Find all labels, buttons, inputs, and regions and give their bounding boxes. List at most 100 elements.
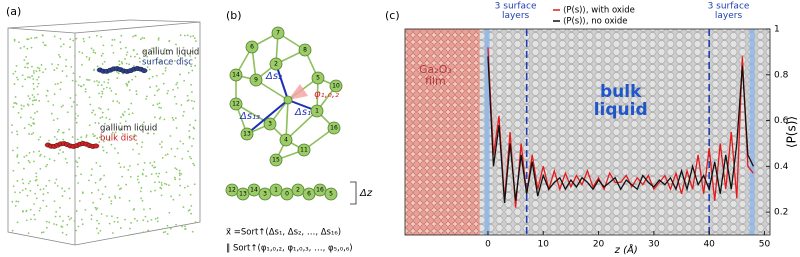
atom — [180, 57, 183, 60]
atom — [173, 176, 176, 179]
atom — [77, 182, 80, 184]
node-label: 7 — [276, 30, 280, 37]
node-label: 3 — [263, 191, 267, 198]
atom — [25, 56, 28, 58]
atom — [135, 90, 138, 93]
atom — [132, 135, 135, 138]
atom — [108, 118, 111, 121]
atom — [17, 111, 20, 114]
x-tick-label: 10 — [538, 240, 550, 250]
atom — [193, 37, 196, 40]
atom — [192, 107, 195, 110]
atom — [44, 68, 47, 71]
wall-band — [749, 29, 755, 235]
node-label: 0 — [285, 191, 289, 198]
atom — [60, 45, 62, 48]
atom — [20, 104, 23, 107]
atom — [47, 100, 50, 103]
atom — [75, 210, 78, 212]
atom — [128, 80, 130, 83]
atom — [181, 157, 184, 160]
atom — [179, 34, 182, 37]
atom — [65, 65, 67, 68]
atom — [68, 128, 71, 131]
atom — [69, 38, 72, 41]
atom — [154, 217, 157, 220]
atom — [16, 130, 18, 133]
panel-c: 0 10 20 30 40 50 0.2 0.4 0.6 0.8 1 z (Å) ⟨P(s)⟩ (c) ⟨P… — [385, 2, 799, 257]
atom — [141, 141, 144, 144]
atom — [107, 81, 110, 84]
atom — [153, 94, 156, 97]
atom — [188, 208, 191, 211]
atom — [120, 34, 123, 37]
atom — [48, 221, 51, 224]
atom — [94, 206, 97, 209]
atom — [184, 228, 186, 230]
atom — [34, 179, 37, 182]
atom — [166, 92, 169, 95]
atom — [180, 173, 183, 175]
atom — [174, 59, 176, 62]
atom — [55, 178, 58, 181]
atom — [32, 150, 35, 153]
atom — [90, 47, 93, 50]
atom — [92, 49, 95, 51]
atom — [54, 215, 57, 218]
atom — [59, 88, 62, 91]
atom — [111, 232, 114, 234]
atom — [45, 205, 48, 208]
atom — [118, 162, 121, 165]
atom — [158, 172, 161, 175]
atom — [158, 102, 161, 105]
atom — [92, 69, 95, 72]
atom — [98, 81, 100, 84]
atom — [169, 227, 172, 230]
atom — [146, 95, 148, 98]
atom — [160, 60, 162, 63]
atom — [67, 215, 70, 218]
atom — [113, 137, 116, 139]
atom — [157, 175, 160, 178]
atom — [189, 35, 192, 38]
atom — [178, 178, 181, 181]
atom — [36, 78, 39, 81]
atom — [87, 79, 90, 81]
atom — [80, 136, 83, 139]
atom — [125, 53, 128, 56]
atom — [117, 72, 120, 75]
atom — [189, 55, 191, 57]
atom — [148, 77, 151, 80]
node — [263, 117, 277, 131]
atom — [66, 111, 69, 114]
atom — [163, 47, 166, 50]
y-tick-label: 0.2 — [774, 208, 788, 218]
atom — [155, 74, 158, 77]
atom — [28, 152, 31, 154]
atom — [62, 151, 65, 153]
bond — [285, 99, 289, 141]
atom — [103, 174, 105, 177]
atom — [119, 166, 122, 169]
atom — [113, 220, 116, 223]
atom — [25, 219, 28, 222]
atom — [16, 78, 19, 81]
node-label: 1 — [315, 108, 319, 115]
atom — [80, 218, 83, 221]
atom — [52, 119, 55, 122]
atom — [88, 179, 90, 182]
atom — [157, 37, 160, 40]
atom — [78, 157, 81, 159]
atom — [150, 173, 153, 176]
atom — [189, 124, 191, 126]
atom — [151, 47, 153, 50]
atom — [57, 63, 60, 66]
atom — [17, 200, 20, 203]
atom — [120, 187, 122, 190]
atom — [34, 112, 36, 114]
formula: x⃗ =Sort↑(Δs₁, Δs₂, …, Δs₁₆) — [226, 228, 341, 238]
atom — [26, 47, 29, 50]
atom — [168, 40, 171, 43]
atom — [12, 149, 14, 152]
